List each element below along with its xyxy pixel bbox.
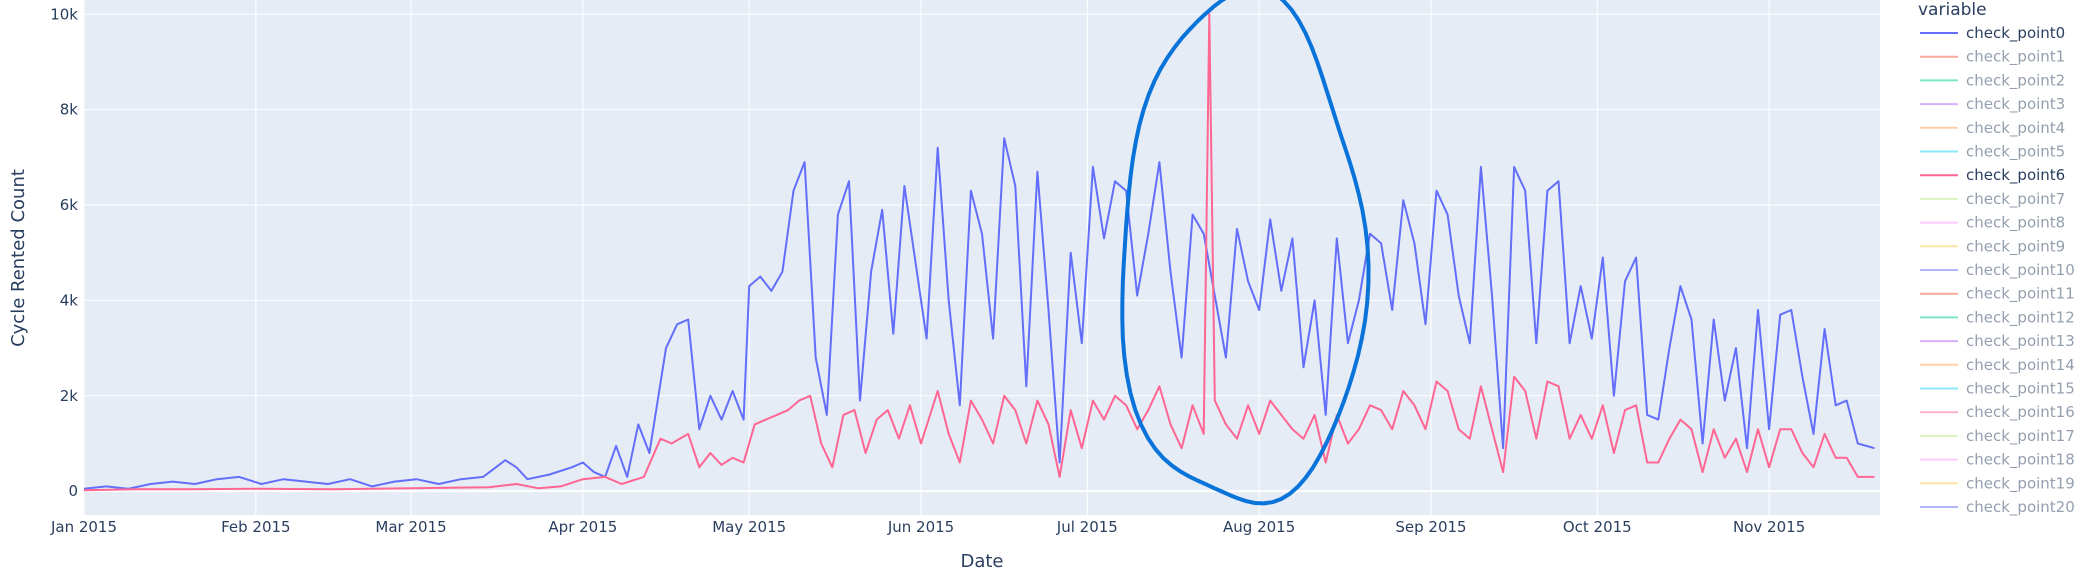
legend-label: check_point9 — [1966, 237, 2065, 256]
y-tick-label: 6k — [60, 196, 79, 214]
x-axis-title: Date — [960, 551, 1003, 570]
legend-label: check_point11 — [1966, 285, 2075, 304]
legend-label: check_point19 — [1966, 474, 2075, 493]
y-tick-label: 0 — [68, 482, 78, 500]
y-tick-label: 8k — [60, 101, 79, 119]
legend-label: check_point15 — [1966, 380, 2075, 399]
legend-item-check_point12[interactable]: check_point12 — [1920, 308, 2075, 327]
series-line-check_point0 — [83, 137, 1875, 490]
legend-item-check_point5[interactable]: check_point5 — [1920, 143, 2065, 162]
legend-item-check_point20[interactable]: check_point20 — [1920, 498, 2075, 517]
legend-label: check_point17 — [1966, 427, 2075, 446]
legend-item-check_point1[interactable]: check_point1 — [1920, 48, 2065, 67]
legend-label: check_point8 — [1966, 214, 2065, 233]
legend-item-check_point15[interactable]: check_point15 — [1920, 380, 2075, 399]
legend-item-check_point14[interactable]: check_point14 — [1920, 356, 2075, 375]
legend-label: check_point6 — [1966, 166, 2065, 185]
y-tick-label: 10k — [50, 5, 78, 23]
legend-label: check_point18 — [1966, 451, 2075, 470]
legend-label: check_point0 — [1966, 24, 2065, 43]
legend-item-check_point19[interactable]: check_point19 — [1920, 474, 2075, 493]
legend-item-check_point16[interactable]: check_point16 — [1920, 403, 2075, 422]
legend-label: check_point3 — [1966, 95, 2065, 114]
legend-label: check_point1 — [1966, 48, 2065, 67]
legend-item-check_point6[interactable]: check_point6 — [1920, 166, 2065, 185]
legend-item-check_point0[interactable]: check_point0 — [1920, 24, 2065, 43]
legend-item-check_point4[interactable]: check_point4 — [1920, 119, 2065, 138]
series-line-check_point6 — [83, 13, 1875, 492]
x-tick-label: Jul 2015 — [1056, 518, 1118, 536]
legend[interactable]: variable check_point0 check_point1 check_p… — [1918, 0, 2075, 517]
y-tick-label: 2k — [60, 387, 79, 405]
legend-item-check_point11[interactable]: check_point11 — [1920, 285, 2075, 304]
legend-label: check_point13 — [1966, 332, 2075, 351]
x-tick-label: Apr 2015 — [548, 518, 617, 536]
legend-item-check_point9[interactable]: check_point9 — [1920, 237, 2065, 256]
x-tick-label: Aug 2015 — [1223, 518, 1295, 536]
x-tick-label: May 2015 — [712, 518, 786, 536]
legend-item-check_point13[interactable]: check_point13 — [1920, 332, 2075, 351]
y-axis-ticks: 0 2k 4k 6k 8k 10k — [50, 5, 78, 500]
annotation-circle-path — [1120, 0, 1371, 506]
legend-item-check_point17[interactable]: check_point17 — [1920, 427, 2075, 446]
legend-item-check_point18[interactable]: check_point18 — [1920, 451, 2075, 470]
x-tick-label: Jun 2015 — [887, 518, 954, 536]
legend-item-check_point8[interactable]: check_point8 — [1920, 214, 2065, 233]
legend-label: check_point5 — [1966, 143, 2065, 162]
x-axis-ticks: Jan 2015 Feb 2015 Mar 2015 Apr 2015 May 2015… — [50, 518, 1805, 536]
legend-label: check_point4 — [1966, 119, 2065, 138]
x-tick-label: Mar 2015 — [375, 518, 446, 536]
legend-label: check_point2 — [1966, 71, 2065, 90]
x-tick-label: Feb 2015 — [221, 518, 291, 536]
legend-label: check_point16 — [1966, 403, 2075, 422]
legend-label: check_point10 — [1966, 261, 2075, 280]
x-tick-label: Nov 2015 — [1733, 518, 1805, 536]
legend-item-check_point7[interactable]: check_point7 — [1920, 190, 2065, 209]
legend-item-check_point3[interactable]: check_point3 — [1920, 95, 2065, 114]
x-tick-label: Sep 2015 — [1395, 518, 1466, 536]
legend-title: variable — [1918, 0, 1987, 20]
legend-label: check_point12 — [1966, 308, 2075, 327]
y-axis-title: Cycle Rented Count — [8, 169, 29, 347]
annotation-circle — [1120, 0, 1371, 506]
plot-background — [84, 0, 1880, 515]
x-tick-label: Oct 2015 — [1563, 518, 1632, 536]
series-lines — [83, 13, 1875, 492]
legend-label: check_point14 — [1966, 356, 2075, 375]
legend-label: check_point20 — [1966, 498, 2075, 517]
y-tick-label: 4k — [60, 291, 79, 309]
legend-item-check_point10[interactable]: check_point10 — [1920, 261, 2075, 280]
legend-label: check_point7 — [1966, 190, 2065, 209]
x-tick-label: Jan 2015 — [50, 518, 117, 536]
legend-item-check_point2[interactable]: check_point2 — [1920, 71, 2065, 90]
